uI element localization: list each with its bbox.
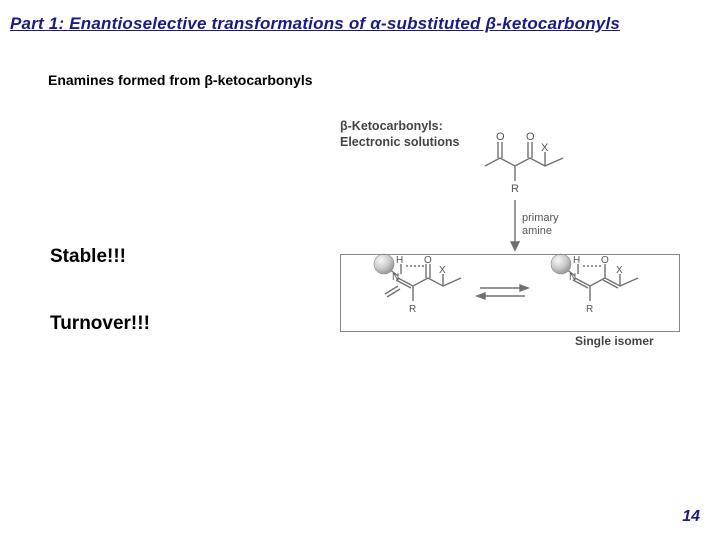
atom-O: O (526, 131, 535, 143)
chemistry-diagram: β-Ketocarbonyls: Electronic solutions O … (340, 118, 696, 368)
arrow-label-line2: amine (522, 225, 552, 237)
atom-O: O (496, 131, 505, 143)
callout-turnover: Turnover!!! (50, 313, 150, 335)
slide-title: Part 1: Enantioselective transformations… (10, 14, 620, 34)
single-isomer-label: Single isomer (575, 334, 654, 348)
atom-X: X (541, 142, 549, 154)
page-number: 14 (682, 508, 700, 526)
arrow-label: primary amine (522, 212, 559, 238)
callout-stable: Stable!!! (50, 246, 126, 268)
slide-subtitle: Enamines formed from β-ketocarbonyls (48, 72, 313, 88)
arrow-label-line1: primary (522, 212, 559, 224)
atom-R: R (511, 183, 519, 195)
resonance-box (340, 254, 680, 332)
